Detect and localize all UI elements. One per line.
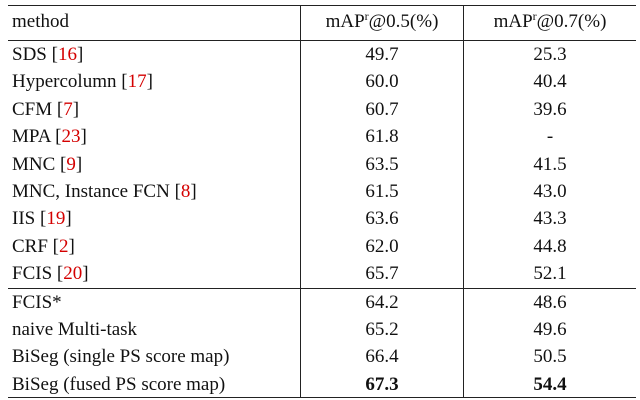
value-cell: 67.3 (365, 373, 399, 395)
value-cell: 63.5 (365, 153, 399, 175)
method-cell: SDS [16] (12, 41, 297, 68)
citation-bracket: [ (56, 263, 64, 285)
citation-bracket: [ (55, 126, 62, 148)
value-cell: 43.0 (533, 181, 567, 202)
value-cell: 49.7 (365, 44, 399, 65)
method-name: CFM (12, 98, 57, 120)
citation-bracket: [ (39, 208, 47, 230)
header-text: @0.5(%) (368, 11, 439, 32)
method-name: MPA (12, 126, 56, 148)
citation-bracket: [ (52, 235, 59, 257)
header-text: @0.7(%) (536, 11, 607, 32)
method-cell: CFM [7] (12, 96, 297, 123)
value-cell: - (546, 126, 554, 148)
value-cell: 60.0 (365, 71, 399, 93)
citation-bracket: ] (82, 263, 89, 285)
value-cell: 54.4 (533, 373, 567, 395)
method-name: Hypercolumn (12, 71, 122, 93)
value-cell: 63.6 (365, 208, 399, 230)
method-cell: BiSeg (fused PS score map) (12, 371, 297, 398)
citation-number: 2 (59, 235, 69, 257)
value-cell: 61.8 (365, 126, 399, 148)
method-cell: CRF [2] (12, 233, 297, 260)
method-name: IIS (12, 208, 40, 230)
method-name: MNC, Instance FCN (12, 181, 175, 202)
value-cell: 50.5 (533, 346, 567, 368)
value-cell: 66.4 (365, 346, 399, 368)
value-cell: 25.3 (533, 44, 567, 65)
citation-number: 9 (66, 153, 76, 175)
citation-number: 7 (63, 98, 73, 120)
value-cell: 48.6 (533, 291, 567, 313)
citation-number: 17 (127, 71, 147, 93)
citation-bracket: ] (68, 235, 75, 257)
method-name: BiSeg (fused PS score map) (12, 373, 226, 395)
value-cell: 49.6 (533, 319, 567, 340)
citation-bracket: [ (56, 98, 64, 120)
method-cell: MNC, Instance FCN [8] (12, 178, 297, 205)
method-cell: Hypercolumn [17] (12, 68, 297, 95)
value-cell: 60.7 (365, 98, 399, 120)
header-cell: mAPr@0.7(%) (464, 8, 636, 35)
citation-number: 19 (46, 208, 66, 230)
value-cell: 65.7 (365, 263, 399, 285)
citation-number: 20 (63, 263, 83, 285)
value-cell: 41.5 (533, 153, 567, 175)
header-cell: method (12, 8, 297, 35)
citation-bracket: ] (65, 208, 72, 230)
citation-bracket: ] (80, 126, 87, 148)
group-rule (8, 287, 636, 289)
citation-bracket: ] (75, 153, 83, 175)
citation-bracket: [ (51, 44, 58, 65)
value-cell: 43.3 (533, 208, 567, 230)
column-rule (463, 5, 464, 397)
top-rule (8, 5, 636, 6)
header-text: mAP (493, 11, 533, 32)
method-cell: FCIS* (12, 289, 297, 316)
value-cell: 65.2 (365, 319, 399, 340)
method-name: BiSeg (single PS score map) (12, 346, 230, 368)
method-name: naive Multi-task (12, 319, 138, 340)
method-cell: BiSeg (single PS score map) (12, 343, 297, 370)
header-rule (8, 40, 636, 41)
citation-bracket: ] (190, 181, 197, 202)
value-cell: 61.5 (365, 181, 399, 202)
citation-bracket: ] (76, 44, 84, 65)
method-name: FCIS* (12, 291, 62, 313)
header-cell: mAPr@0.5(%) (301, 8, 463, 35)
citation-bracket: ] (146, 71, 153, 93)
citation-bracket: [ (174, 181, 181, 202)
method-cell: MNC [9] (12, 151, 297, 178)
method-name: CRF (12, 235, 53, 257)
citation-number: 23 (61, 126, 81, 148)
value-cell: 40.4 (533, 71, 567, 93)
value-cell: 44.8 (533, 235, 567, 257)
header-text: method (12, 11, 69, 32)
citation-bracket: ] (72, 98, 80, 120)
header-sup: r (364, 9, 369, 23)
citation-bracket: [ (60, 153, 67, 175)
header-text: mAP (325, 11, 365, 32)
method-cell: FCIS [20] (12, 260, 297, 287)
citation-number: 8 (180, 181, 191, 202)
header-sup: r (532, 9, 537, 23)
method-name: MNC (12, 153, 61, 175)
citation-bracket: [ (121, 71, 128, 93)
value-cell: 39.6 (533, 98, 567, 120)
method-cell: IIS [19] (12, 205, 297, 232)
bottom-rule (8, 397, 636, 398)
column-rule (300, 5, 301, 397)
value-cell: 62.0 (365, 235, 399, 257)
value-cell: 52.1 (533, 263, 567, 285)
method-name: FCIS (12, 263, 57, 285)
method-cell: naive Multi-task (12, 316, 297, 343)
method-cell: MPA [23] (12, 123, 297, 150)
citation-number: 16 (57, 44, 77, 65)
value-cell: 64.2 (365, 291, 399, 313)
method-name: SDS (12, 44, 52, 65)
